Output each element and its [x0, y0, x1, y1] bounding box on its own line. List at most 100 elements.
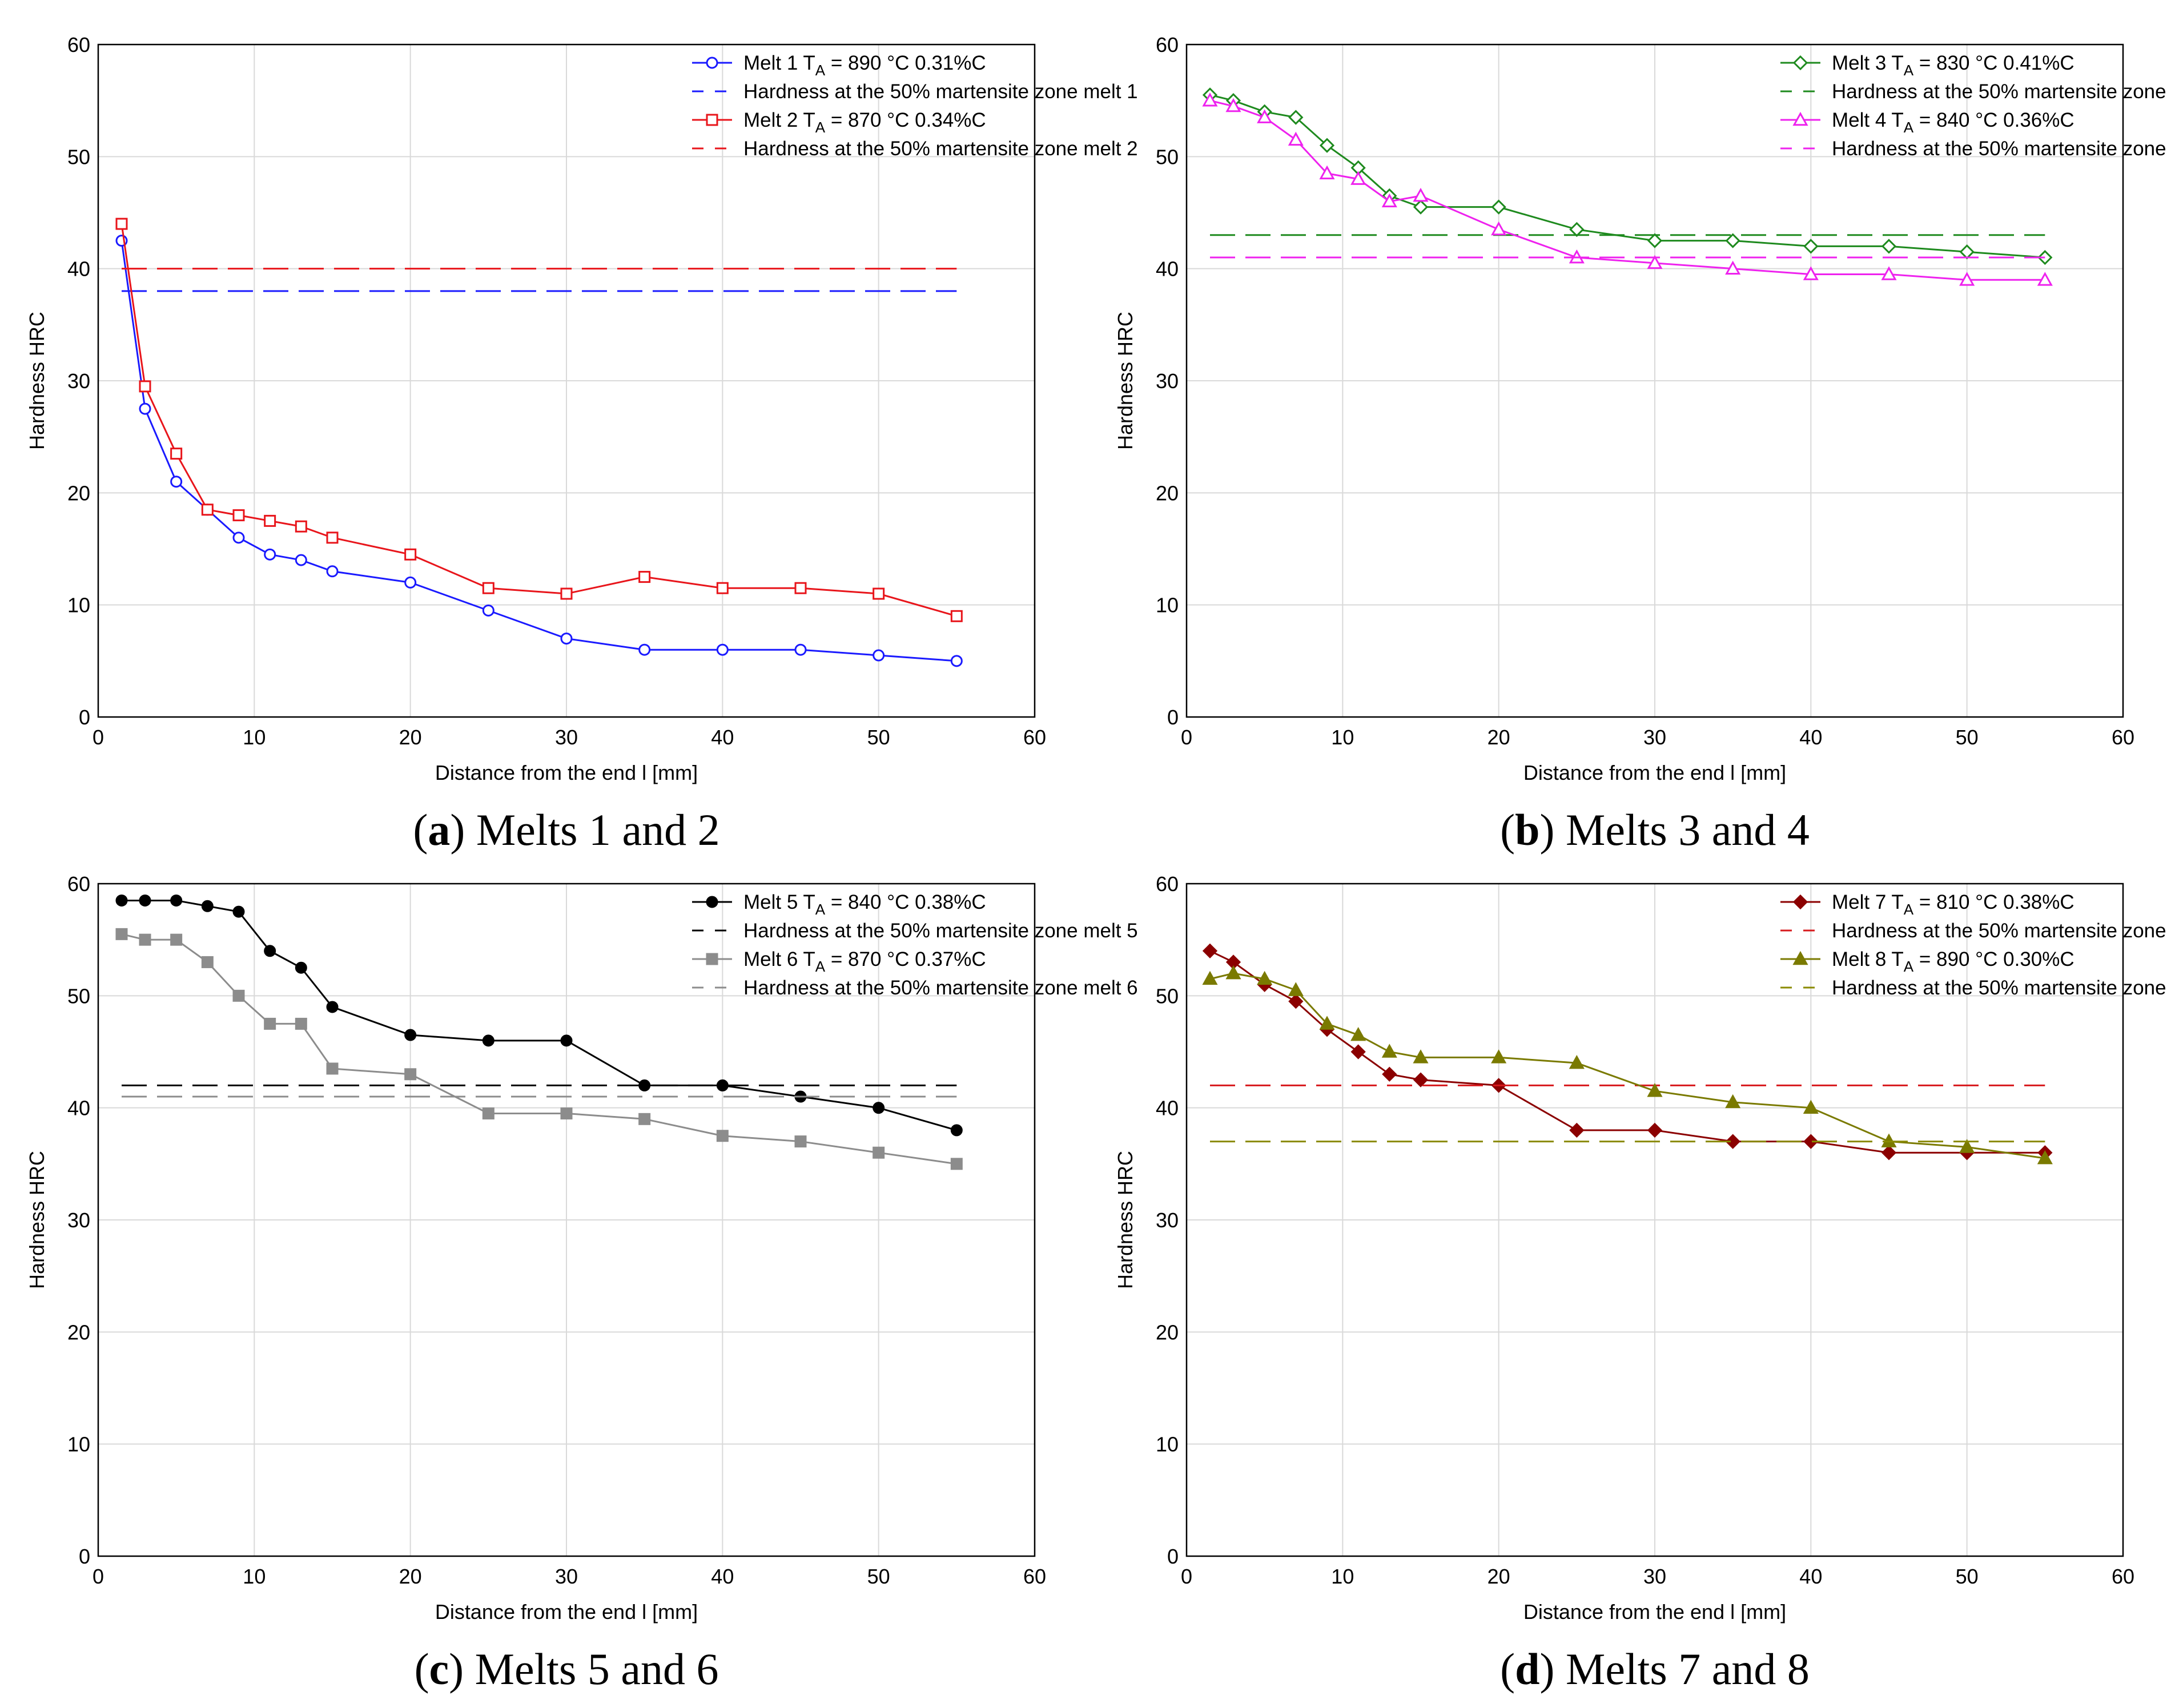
data-point: [1350, 1026, 1366, 1041]
data-point: [1319, 165, 1335, 180]
data-point: [794, 1135, 807, 1148]
data-point: [170, 933, 183, 946]
y-axis-label: Hardness HRC: [1113, 1151, 1137, 1289]
x-tick-label: 60: [2112, 1565, 2134, 1588]
legend-label: Hardness at the 50% martensite zone melt…: [743, 920, 1138, 942]
data-point: [873, 587, 885, 600]
data-point: [1288, 131, 1304, 146]
legend-item: Melt 4 TA = 840 °C 0.36%C: [1780, 109, 2074, 136]
series-3: [1202, 965, 2053, 1165]
chart-panel-c: 0 10 20 30 40 50 60 0 10 20 30 40 50 60 Distance from …: [25, 872, 1138, 1694]
x-tick-label: 30: [555, 726, 578, 749]
y-tick-label: 0: [79, 706, 90, 729]
data-point: [638, 571, 651, 583]
legend-label: Hardness at the 50% martensite zone melt…: [743, 138, 1138, 160]
series-line: [1209, 972, 2045, 1159]
legend-marker: [706, 896, 718, 908]
chart-panel-b: 0 10 20 30 40 50 60 0 10 20 30 40 50 60 Distance from …: [1113, 33, 2167, 855]
legend-item: Hardness at the 50% martensite zone melt…: [692, 977, 1138, 999]
x-tick-label: 50: [867, 1565, 890, 1588]
data-point: [115, 928, 128, 940]
data-point: [1350, 1044, 1366, 1060]
data-point: [560, 1107, 573, 1119]
x-tick-label: 0: [93, 1565, 104, 1588]
x-tick-label: 20: [399, 726, 422, 749]
x-tick-label: 10: [1331, 726, 1354, 749]
y-tick-label: 50: [1156, 145, 1179, 168]
y-tick-label: 50: [67, 145, 90, 168]
data-point: [716, 582, 729, 594]
legend-label: Hardness at the 50% martensite zone melt…: [1832, 920, 2167, 942]
data-point: [201, 503, 214, 516]
data-point: [873, 1102, 885, 1114]
data-point: [560, 1034, 573, 1047]
legend-item: Melt 3 TA = 830 °C 0.41%C: [1780, 52, 2074, 79]
data-point: [295, 520, 307, 533]
x-tick-label: 60: [1023, 726, 1046, 749]
x-axis-label: Distance from the end l [mm]: [1523, 761, 1786, 784]
data-point: [950, 1158, 963, 1170]
plot-frame: [1185, 883, 2124, 1557]
data-point: [1725, 1134, 1740, 1149]
data-point: [1569, 1122, 1585, 1138]
data-point: [139, 380, 151, 393]
data-point: [232, 531, 245, 544]
data-point: [873, 649, 885, 662]
legend-item: Melt 7 TA = 810 °C 0.38%C: [1780, 891, 2074, 918]
data-point: [1257, 109, 1273, 123]
y-tick-label: 60: [67, 33, 90, 57]
x-axis-label: Distance from the end l [mm]: [435, 761, 698, 784]
y-tick-label: 10: [1156, 594, 1179, 617]
x-tick-label: 10: [243, 1565, 266, 1588]
legend: Melt 1 TA = 890 °C 0.31%C Hardness at the…: [692, 52, 1138, 160]
data-point: [1725, 1094, 1741, 1109]
legend-label: Hardness at the 50% martensite zone melt…: [1832, 138, 2167, 160]
y-tick-label: 40: [67, 1097, 90, 1120]
data-point: [1202, 92, 1218, 107]
y-tick-label: 60: [1156, 872, 1179, 896]
data-point: [404, 1068, 417, 1081]
data-point: [1202, 970, 1218, 985]
legend-marker: [706, 114, 718, 126]
y-tick-label: 60: [67, 872, 90, 896]
data-point: [716, 1130, 729, 1142]
y-tick-label: 0: [79, 1545, 90, 1568]
legend-item: Hardness at the 50% martensite zone melt…: [692, 138, 1138, 160]
data-point: [264, 945, 276, 957]
data-point: [950, 610, 963, 622]
y-tick-label: 50: [67, 984, 90, 1008]
y-tick-label: 30: [1156, 369, 1179, 393]
data-point: [1803, 239, 1819, 254]
legend-label: Melt 3 TA = 830 °C 0.41%C: [1832, 52, 2074, 79]
data-point: [264, 548, 276, 561]
data-point: [1350, 171, 1366, 185]
data-point: [482, 604, 494, 617]
x-tick-label: 10: [243, 726, 266, 749]
legend-marker: [1792, 111, 1808, 126]
series-line: [1209, 99, 2045, 281]
data-point: [1413, 199, 1429, 215]
legend-item: Melt 1 TA = 890 °C 0.31%C: [692, 52, 986, 79]
data-point: [232, 509, 245, 522]
y-axis-label: Hardness HRC: [1113, 312, 1137, 450]
data-point: [1288, 110, 1304, 125]
x-tick-label: 20: [399, 1565, 422, 1588]
x-tick-label: 50: [1956, 726, 1979, 749]
y-tick-label: 0: [1167, 706, 1179, 729]
legend-marker: [1792, 55, 1808, 71]
series-line: [1209, 950, 2045, 1154]
legend-marker: [1792, 950, 1808, 965]
data-point: [482, 1107, 494, 1119]
data-point: [326, 565, 339, 578]
data-point: [1725, 260, 1741, 275]
x-tick-label: 0: [1181, 726, 1192, 749]
data-point: [1881, 266, 1897, 280]
plot-frame: [1185, 43, 2124, 718]
data-point: [1491, 1049, 1507, 1064]
legend-item: Hardness at the 50% martensite zone melt…: [692, 920, 1138, 942]
data-point: [1881, 239, 1897, 254]
legend-label: Hardness at the 50% martensite zone melt…: [743, 977, 1138, 999]
data-point: [404, 576, 417, 589]
x-tick-label: 30: [1643, 726, 1666, 749]
series-line: [1209, 94, 2045, 259]
